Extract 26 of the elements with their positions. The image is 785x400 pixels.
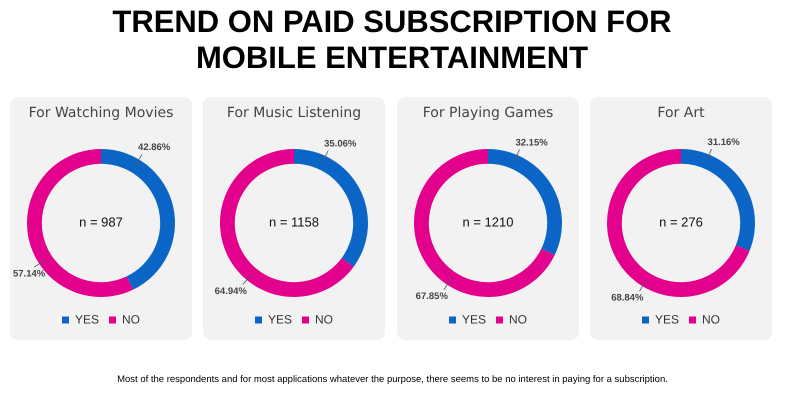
text: n = 276 <box>659 214 703 230</box>
chart-title: For Music Listening <box>226 105 362 121</box>
legend-label: YES <box>654 312 680 326</box>
data-label: 68.84% <box>611 292 644 304</box>
chart-title: For Art <box>656 105 706 121</box>
chart-title: For Watching Movies <box>28 105 174 121</box>
legend-label: YES <box>74 312 100 326</box>
data-label: 64.94% <box>214 286 248 297</box>
data-label: 42.86% <box>138 142 171 154</box>
data-label: 67.85% <box>416 291 448 302</box>
legend-label: NO <box>122 312 140 326</box>
text: n = 1158 <box>268 214 320 230</box>
legend-label: NO <box>315 312 334 326</box>
legend-label: YES <box>268 312 292 326</box>
data-label: 31.16% <box>708 136 740 148</box>
legend-label: NO <box>702 312 720 326</box>
text: Most of the respondents and for most applications whatever the purpose, there seems to be no interest in paying for a subscription. <box>116 374 669 385</box>
legend-label: NO <box>509 312 528 326</box>
text: n = 987 <box>79 214 123 230</box>
text: TREND ON PAID SUBSCRIPTION FOR MOBILE ENTERTAINMENT <box>111 4 673 76</box>
text: n = 1210 <box>462 214 514 230</box>
legend-label: YES <box>462 312 486 326</box>
data-label: 35.06% <box>324 138 357 150</box>
data-label: 57.14% <box>12 268 46 280</box>
data-label: 32.15% <box>515 137 548 148</box>
chart-title: For Playing Games <box>422 105 554 121</box>
